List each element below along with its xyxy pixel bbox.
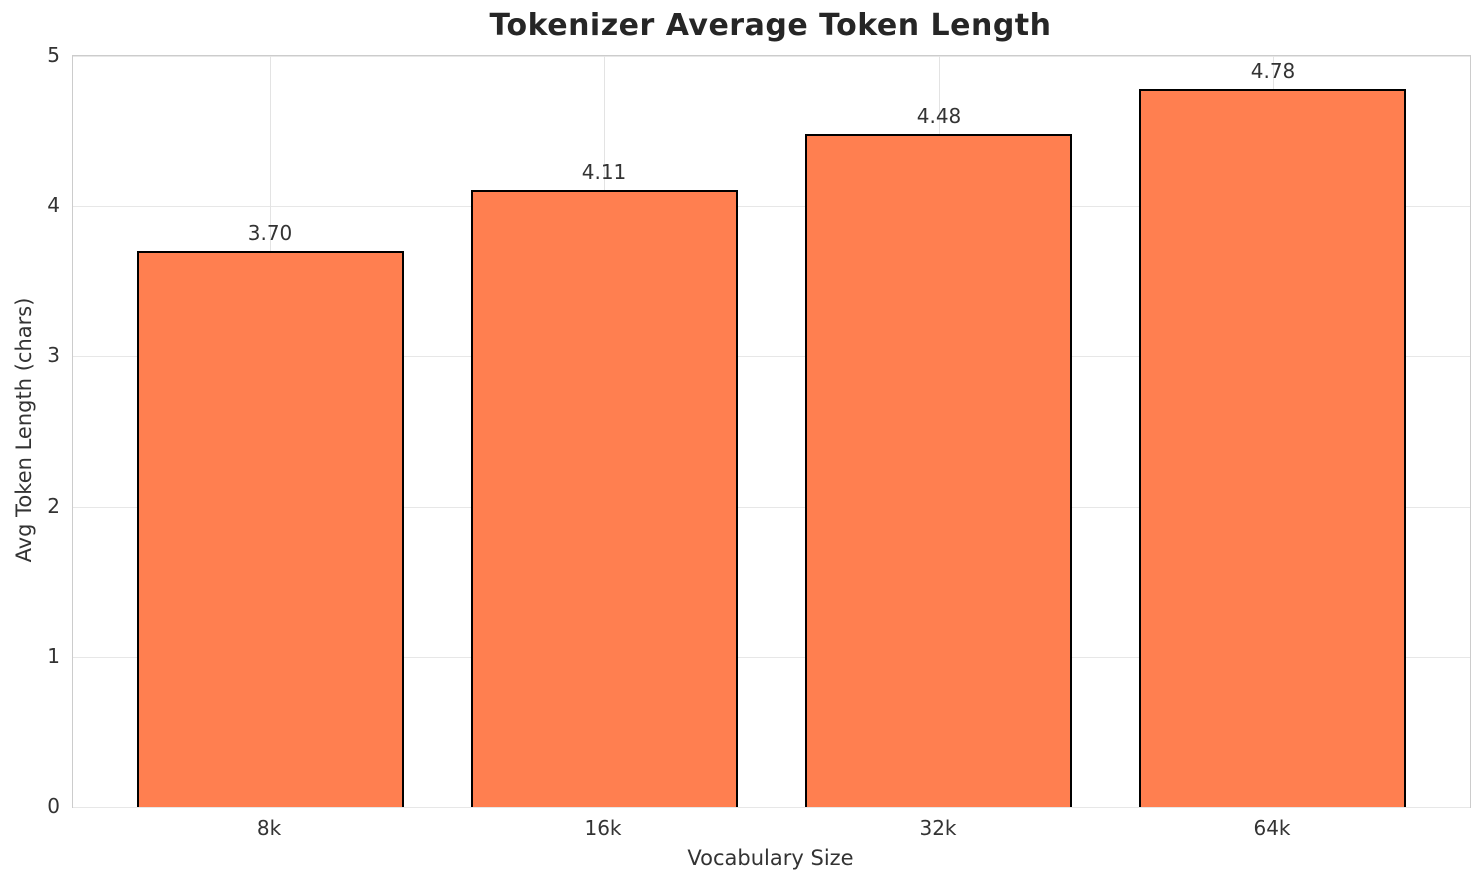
y-gridline xyxy=(73,356,1470,357)
y-tick-label: 0 xyxy=(47,794,60,818)
y-tick-label: 5 xyxy=(47,43,60,67)
bar-32k xyxy=(805,134,1072,807)
y-gridline xyxy=(73,657,1470,658)
bar-8k xyxy=(137,251,404,807)
y-tick-label: 3 xyxy=(47,343,60,367)
y-gridline xyxy=(73,807,1470,808)
y-gridline xyxy=(73,56,1470,57)
x-axis-label: Vocabulary Size xyxy=(687,846,854,870)
chart-title: Tokenizer Average Token Length xyxy=(489,8,1052,43)
y-tick-label: 4 xyxy=(47,193,60,217)
x-tick-label: 16k xyxy=(584,816,622,840)
x-tick-label: 8k xyxy=(256,816,282,840)
plot-area: 3.70 4.11 4.48 4.78 xyxy=(72,55,1471,808)
y-gridline xyxy=(73,206,1470,207)
y-tick-label: 2 xyxy=(47,494,60,518)
y-axis-label: Avg Token Length (chars) xyxy=(12,297,36,563)
bar-value-label: 4.78 xyxy=(1250,59,1296,83)
bar-value-label: 4.48 xyxy=(916,104,962,128)
bar-value-label: 4.11 xyxy=(581,160,627,184)
bar-16k xyxy=(471,190,738,807)
bar-value-label: 3.70 xyxy=(247,221,293,245)
x-tick-label: 64k xyxy=(1253,816,1291,840)
y-tick-label: 1 xyxy=(47,644,60,668)
y-gridline xyxy=(73,507,1470,508)
x-tick-label: 32k xyxy=(919,816,957,840)
bar-64k xyxy=(1139,89,1406,807)
